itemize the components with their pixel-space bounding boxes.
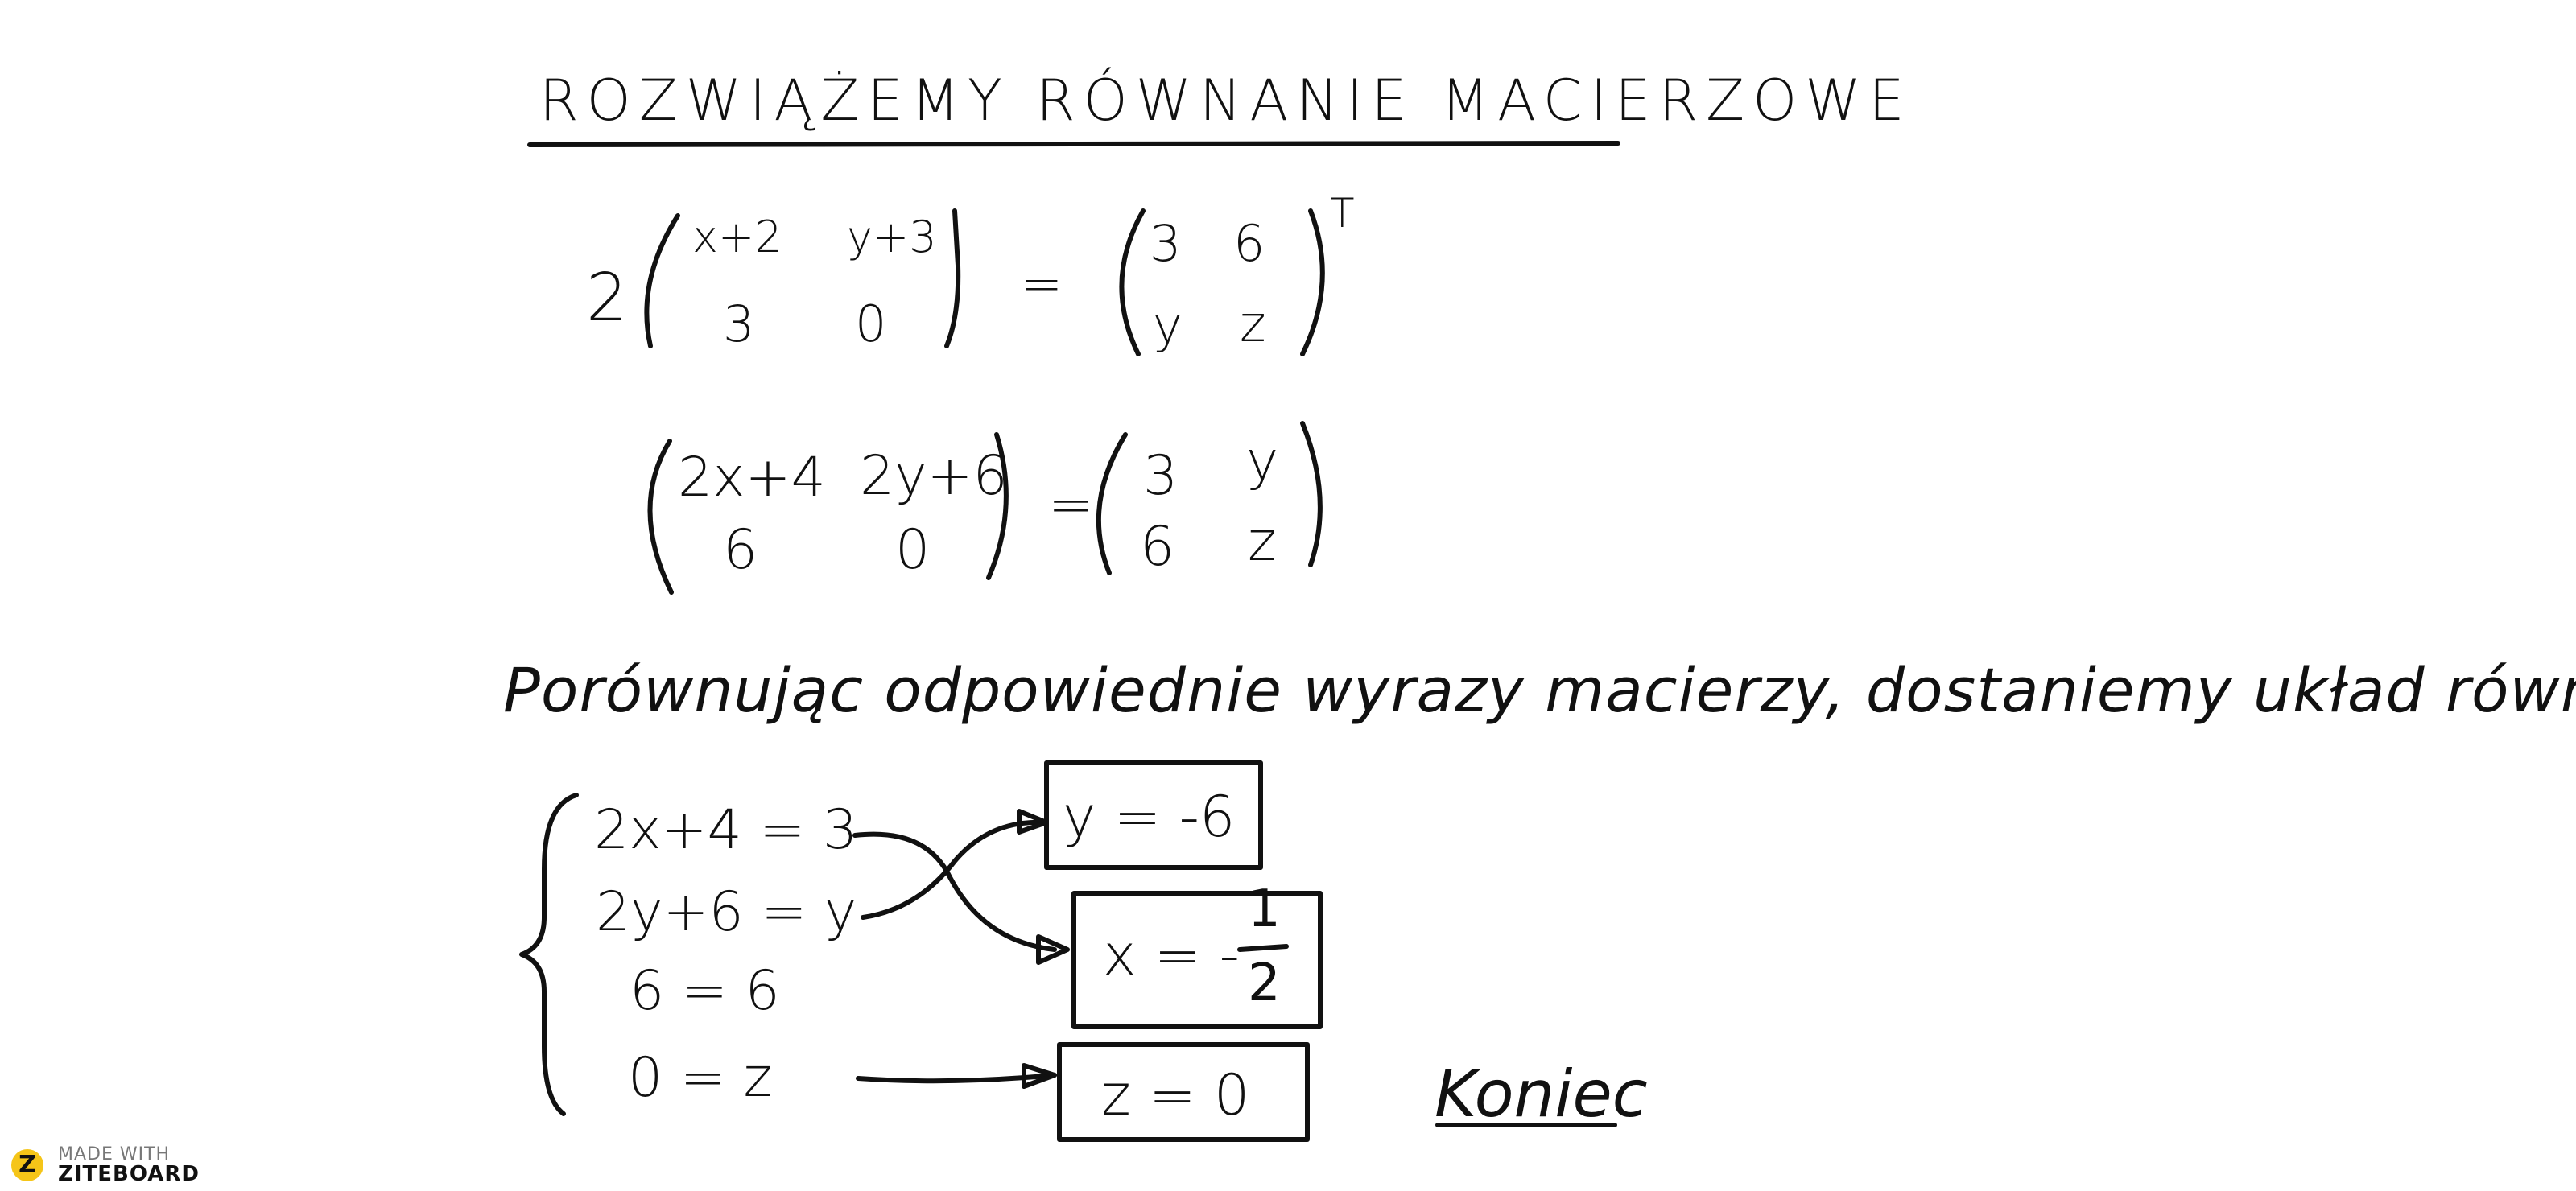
- eq1-right-close-paren: [1300, 208, 1325, 356]
- ziteboard-logo: Z MADE WITH ZITEBOARD: [11, 1144, 199, 1186]
- system-eq-1: 2x+4 = 3: [594, 798, 858, 862]
- eq1-right-a11: 3: [1150, 214, 1182, 273]
- eq1-right-a12: 6: [1233, 214, 1265, 273]
- fraction-bar: [1237, 944, 1289, 952]
- arrowhead-y: [1017, 809, 1049, 835]
- branding-line-2: ZITEBOARD: [58, 1162, 200, 1186]
- arrow-eq1-to-x: [852, 831, 1057, 952]
- eq1-right-a21: y: [1153, 296, 1183, 355]
- eq1-right-a22: z: [1240, 295, 1266, 353]
- solution-y: y = -6: [1063, 784, 1236, 850]
- arrowhead-z: [1022, 1063, 1057, 1089]
- eq1-left-a22: 0: [855, 295, 887, 353]
- board-title: ROZWIĄŻEMY RÓWNANIE MACIERZOWE: [539, 68, 1913, 134]
- box-y: [1044, 760, 1263, 870]
- system-eq-2: 2y+6 = y: [596, 880, 857, 944]
- eq2-left-a11: 2x+4: [678, 446, 826, 509]
- eq1-left-a21: 3: [723, 295, 755, 353]
- arrowhead-x: [1036, 934, 1070, 965]
- ziteboard-badge-icon: Z: [11, 1149, 43, 1181]
- eq2-equals: =: [1048, 473, 1094, 537]
- eq1-equals: =: [1021, 254, 1063, 313]
- arrow-eq4-to-z: [856, 1073, 1057, 1084]
- eq1-left-close-bracket: [944, 208, 961, 348]
- arrow-eq2-to-y: [861, 819, 1049, 920]
- eq2-left-a21: 6: [723, 518, 758, 582]
- comparison-sentence: Porównując odpowiednie wyrazy macierzy, …: [503, 654, 2576, 726]
- eq1-left-a11: x+2: [692, 212, 782, 262]
- eq2-right-a11: 3: [1143, 444, 1179, 508]
- branding-line-1: MADE WITH: [58, 1144, 171, 1164]
- eq2-left-a22: 0: [895, 518, 931, 582]
- eq2-left-close-paren: [986, 432, 1009, 580]
- system-eq-3: 6 = 6: [630, 959, 780, 1023]
- box-z: [1057, 1042, 1310, 1142]
- eq2-right-open-paren: [1096, 432, 1128, 575]
- eq1-scalar: 2: [586, 260, 629, 336]
- system-eq-4: 0 = z: [628, 1046, 773, 1110]
- eq2-right-close-paren: [1300, 421, 1323, 567]
- eq1-right-open-paren: [1119, 208, 1146, 356]
- solution-z: z = 0: [1101, 1062, 1250, 1128]
- box-x: [1071, 891, 1323, 1029]
- title-underline: [527, 141, 1620, 147]
- eq2-left-a12: 2y+6: [860, 444, 1008, 508]
- solution-x-denominator: 2: [1248, 954, 1281, 1013]
- solution-x-prefix: x = -: [1103, 922, 1240, 988]
- eq1-transpose: T: [1330, 190, 1355, 237]
- eq1-left-open-paren: [644, 213, 680, 348]
- end-label: Koniec: [1435, 1057, 1648, 1131]
- eq1-left-a12: y+3: [847, 212, 937, 262]
- eq2-right-a21: 6: [1140, 515, 1175, 579]
- eq2-right-a12: y: [1246, 430, 1279, 493]
- eq2-left-open-paren: [647, 439, 674, 595]
- eq2-right-a22: z: [1248, 510, 1277, 574]
- system-brace: [519, 793, 579, 1116]
